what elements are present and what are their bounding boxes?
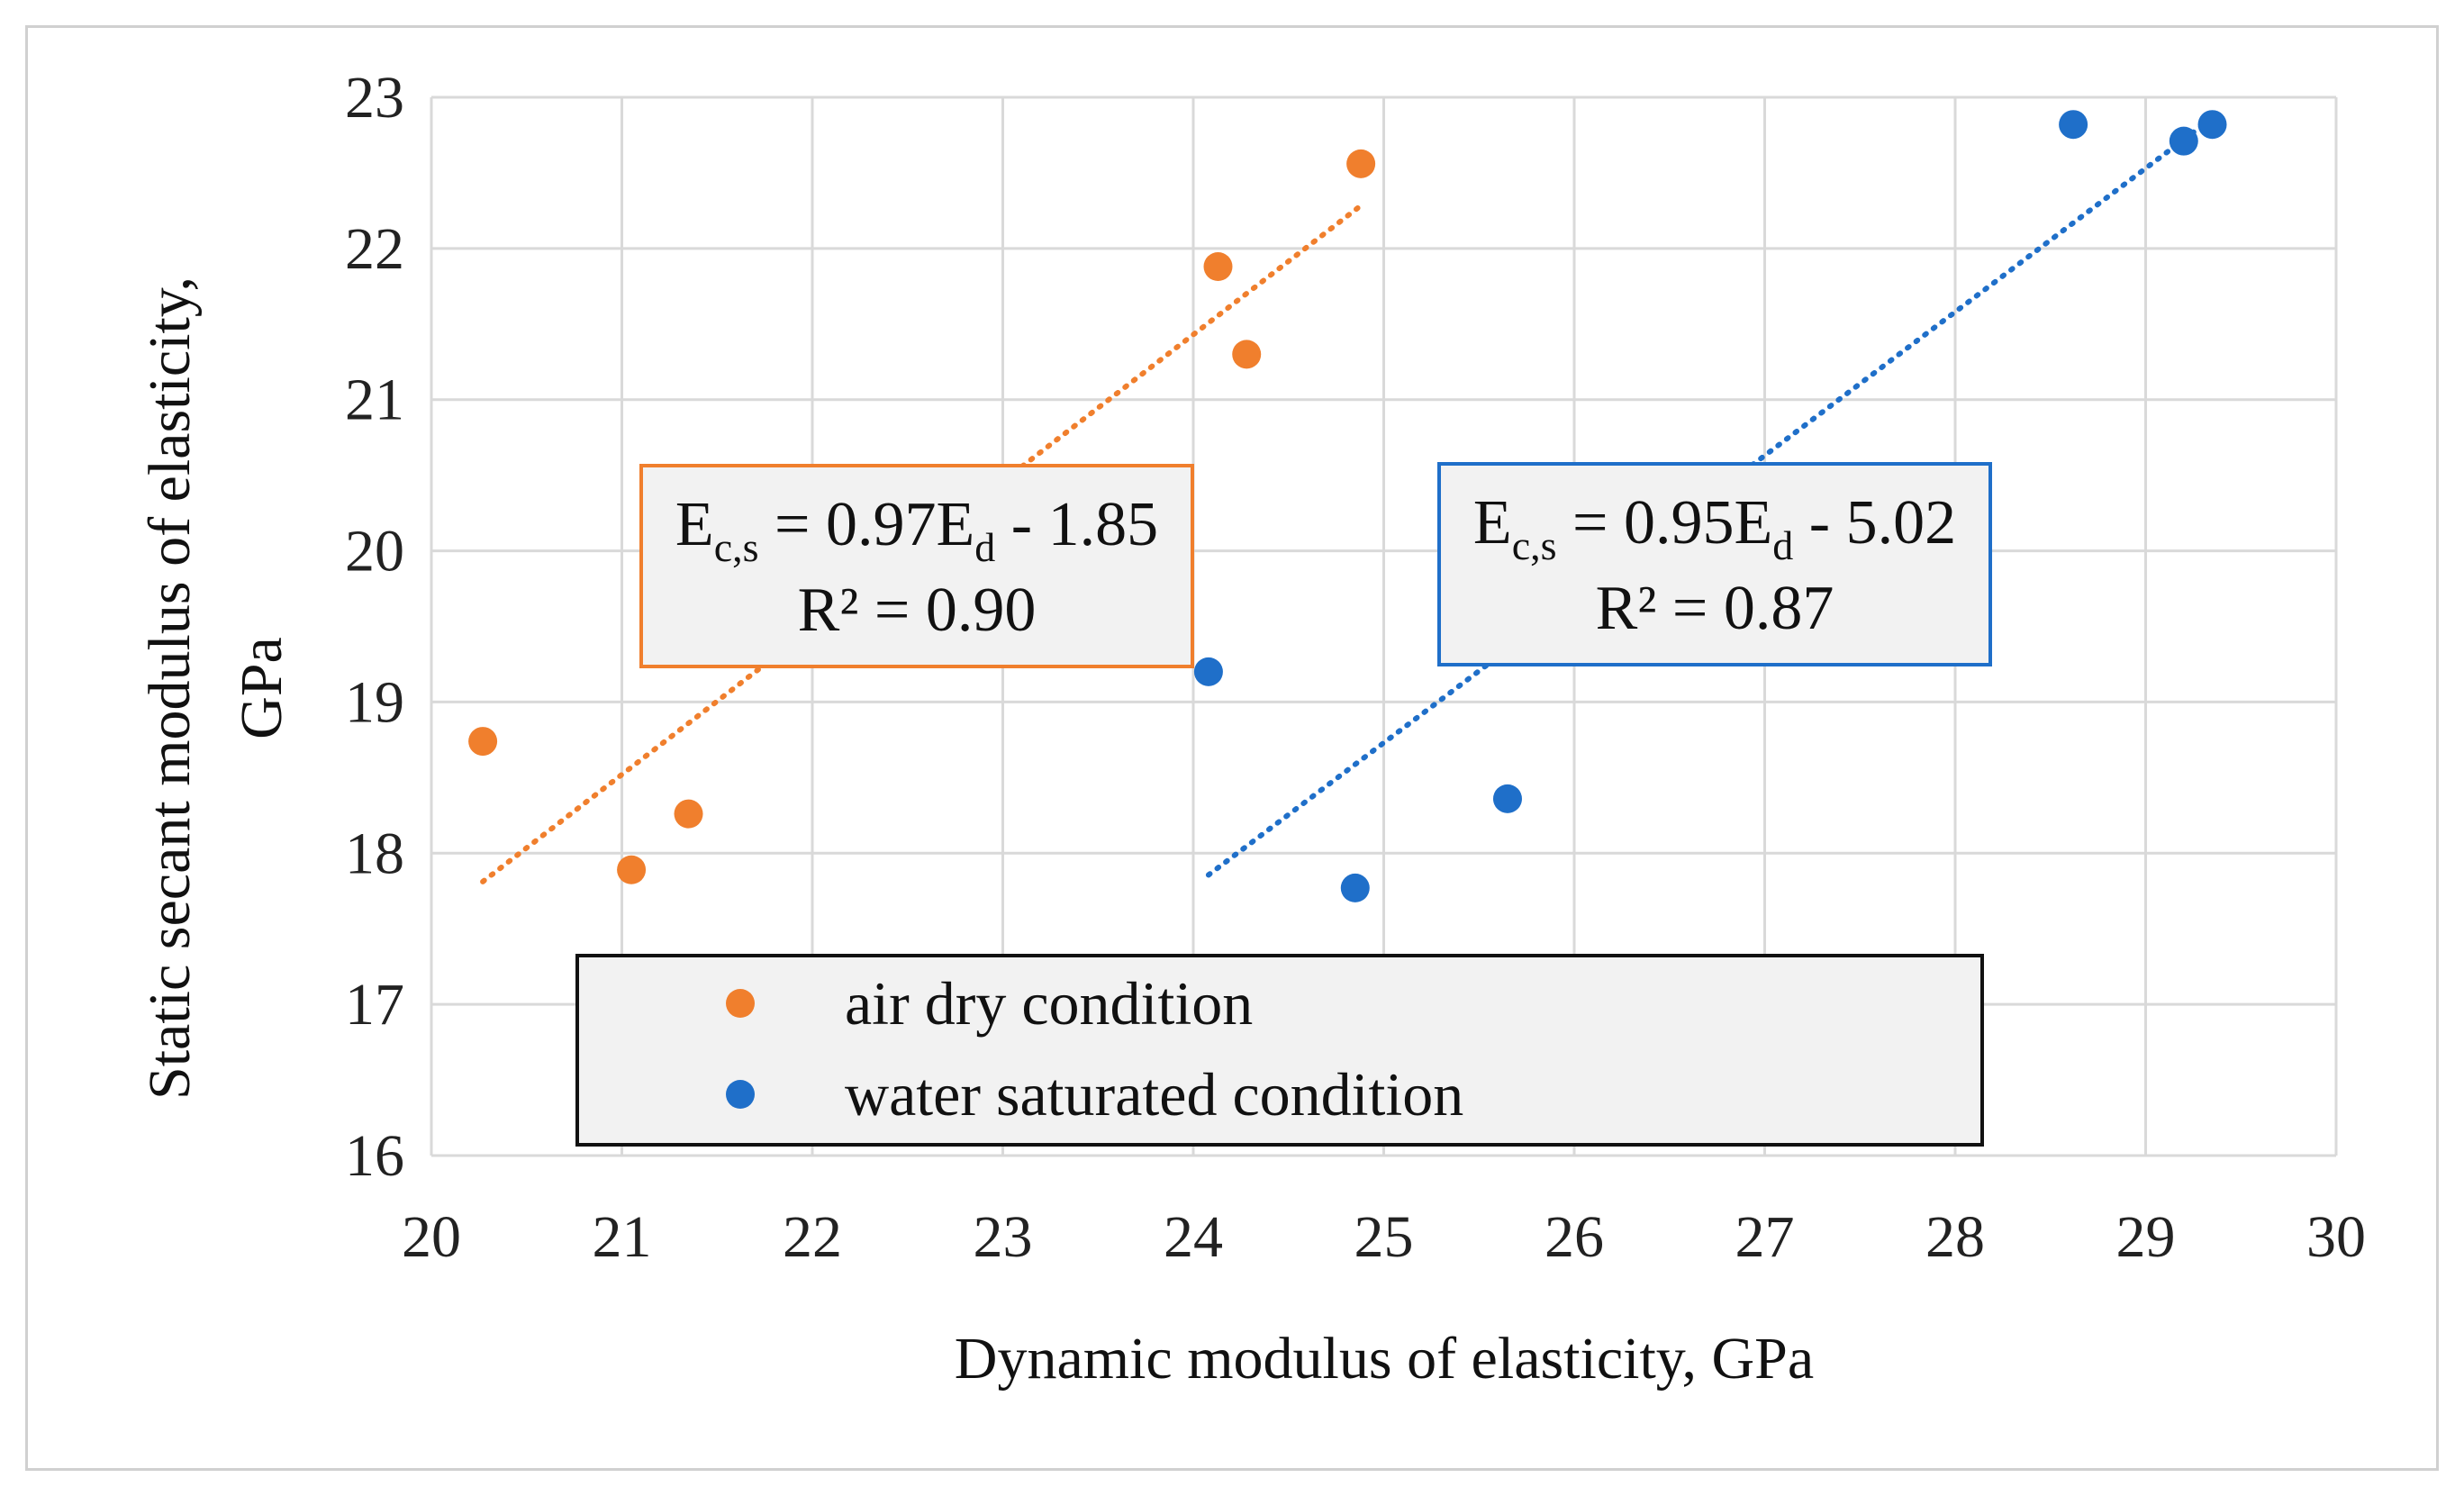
equation-box-air-dry: Ec,s = 0.97Ed - 1.85 R² = 0.90	[639, 464, 1194, 668]
x-tick-label: 25	[1354, 1204, 1414, 1270]
equation-water-saturated: Ec,s = 0.95Ed - 5.02	[1473, 488, 1956, 568]
data-point-water-saturated	[2059, 110, 2088, 140]
x-tick-label: 30	[2306, 1204, 2366, 1270]
x-tick-label: 23	[974, 1204, 1033, 1270]
data-point-air-dry	[1346, 149, 1376, 178]
y-tick-label: 22	[345, 216, 404, 282]
data-point-water-saturated	[1492, 784, 1522, 813]
legend-label-water-saturated: water saturated condition	[845, 1060, 1463, 1129]
legend-marker-water-saturated	[726, 1080, 755, 1109]
axes: 20 21 22 23 24 25 26 27 28 29 30 16 17 18 19 20 21 22 23	[345, 65, 2366, 1270]
y-tick-label: 21	[345, 367, 404, 433]
y-tick-label: 17	[345, 972, 404, 1038]
data-point-water-saturated	[1340, 873, 1370, 902]
x-tick-label: 27	[1735, 1204, 1795, 1270]
x-tick-label: 22	[783, 1204, 842, 1270]
y-tick-label: 16	[345, 1123, 404, 1189]
legend: air dry condition water saturated condit…	[575, 954, 1984, 1147]
data-point-water-saturated	[2169, 126, 2198, 156]
x-axis-title: Dynamic modulus of elasticity, GPa	[955, 1326, 1814, 1392]
x-tick-label: 20	[402, 1204, 461, 1270]
x-tick-label: 24	[1164, 1204, 1223, 1270]
y-tick-label: 23	[345, 65, 404, 131]
x-tick-label: 21	[593, 1204, 652, 1270]
data-point-air-dry	[674, 799, 703, 829]
x-tick-label: 29	[2116, 1204, 2176, 1270]
x-tick-label: 26	[1545, 1204, 1604, 1270]
y-axis-title-line-1: Static secant modulus of elasticity,	[137, 277, 203, 1100]
data-point-air-dry	[1232, 340, 1262, 369]
r2-air-dry: R² = 0.90	[798, 576, 1037, 645]
y-axis-title-line-2: GPa	[229, 637, 294, 739]
equation-box-water-saturated: Ec,s = 0.95Ed - 5.02 R² = 0.87	[1437, 462, 1992, 666]
data-point-air-dry	[1203, 252, 1233, 281]
data-point-air-dry	[468, 727, 498, 757]
y-tick-label: 18	[345, 821, 404, 886]
equation-air-dry: Ec,s = 0.97Ed - 1.85	[675, 490, 1158, 570]
y-tick-label: 20	[345, 519, 404, 585]
legend-label-air-dry: air dry condition	[845, 969, 1253, 1038]
y-tick-label: 19	[345, 669, 404, 735]
x-tick-label: 28	[1925, 1204, 1985, 1270]
data-points	[468, 110, 2227, 902]
data-point-water-saturated	[1193, 657, 1223, 686]
r2-water-saturated: R² = 0.87	[1596, 574, 1834, 643]
legend-marker-air-dry	[726, 989, 755, 1018]
data-point-air-dry	[617, 855, 647, 884]
data-point-water-saturated	[2197, 110, 2227, 140]
